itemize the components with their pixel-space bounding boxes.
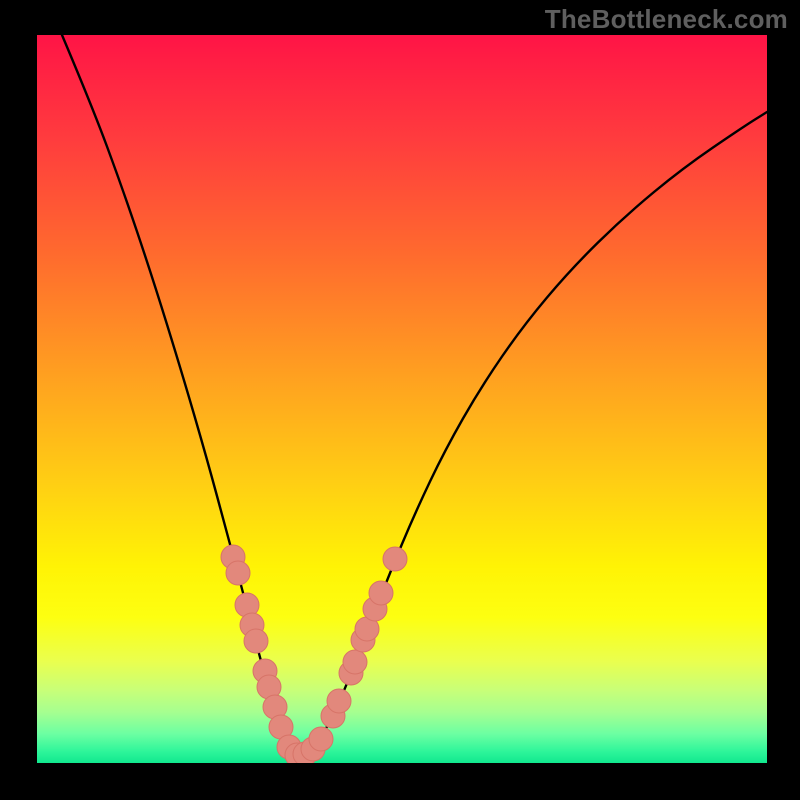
data-markers xyxy=(221,545,407,763)
data-point-marker xyxy=(226,561,250,585)
data-point-marker xyxy=(327,689,351,713)
data-point-marker xyxy=(383,547,407,571)
data-point-marker xyxy=(244,629,268,653)
plot-area xyxy=(37,35,767,763)
data-point-marker xyxy=(309,727,333,751)
data-point-marker xyxy=(343,650,367,674)
data-point-marker xyxy=(369,581,393,605)
watermark-text: TheBottleneck.com xyxy=(545,4,788,35)
bottleneck-curve xyxy=(62,35,767,754)
chart-svg xyxy=(37,35,767,763)
